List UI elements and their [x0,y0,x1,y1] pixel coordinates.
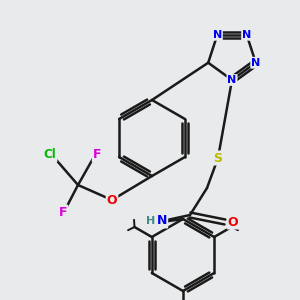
Text: N: N [227,75,237,85]
Text: O: O [228,215,238,229]
Text: F: F [93,148,101,161]
Text: F: F [59,206,67,218]
Text: S: S [214,152,223,164]
Text: N: N [213,30,222,40]
Text: N: N [157,214,167,227]
Text: N: N [242,30,251,40]
Text: Cl: Cl [44,148,56,161]
Text: H: H [146,216,156,226]
Text: N: N [251,58,260,68]
Text: O: O [107,194,117,206]
